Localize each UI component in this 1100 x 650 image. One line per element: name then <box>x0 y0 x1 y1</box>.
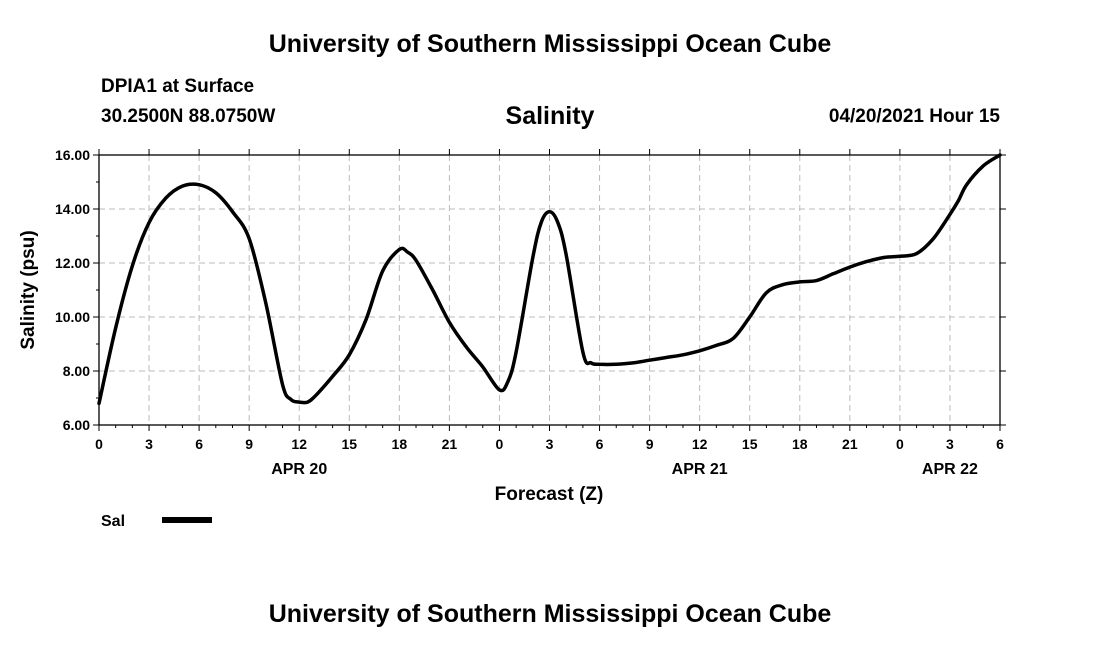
grid <box>99 155 1000 425</box>
y-tick-label: 12.00 <box>55 255 90 271</box>
x-tick-label: 3 <box>546 436 554 452</box>
x-tick-label: 3 <box>946 436 954 452</box>
y-tick-label: 10.00 <box>55 309 90 325</box>
x-tick-label: 0 <box>95 436 103 452</box>
station-label: DPIA1 at Surface <box>101 76 255 97</box>
date-label: APR 21 <box>672 461 728 478</box>
coordinates-label: 30.2500N 88.0750W <box>101 106 276 127</box>
x-tick-label: 0 <box>896 436 904 452</box>
bottom-title: University of Southern Mississippi Ocean… <box>268 600 832 628</box>
x-tick-label: 15 <box>742 436 758 452</box>
legend: Sal <box>101 513 212 530</box>
x-tick-label: 0 <box>496 436 504 452</box>
x-tick-label: 18 <box>792 436 808 452</box>
x-tick-label: 12 <box>692 436 708 452</box>
x-tick-label: 12 <box>291 436 307 452</box>
y-tick-label: 16.00 <box>55 147 90 163</box>
x-tick-label: 9 <box>245 436 253 452</box>
chart-title: Salinity <box>505 102 595 130</box>
x-tick-label: 21 <box>842 436 858 452</box>
date-label: APR 20 <box>271 461 327 478</box>
datetime-label: 04/20/2021 Hour 15 <box>828 106 1000 127</box>
y-axis-label: Salinity (psu) <box>18 230 39 349</box>
date-label: APR 22 <box>922 461 978 478</box>
x-tick-label: 6 <box>596 436 604 452</box>
axes: 6.00 8.00 10.00 12.00 14.00 16.00 0 3 6 9 12 15 18 21… <box>55 147 1006 478</box>
series-line-sal <box>97 153 1002 406</box>
top-title: University of Southern Mississippi Ocean… <box>268 30 832 58</box>
y-tick-label: 6.00 <box>63 417 90 433</box>
x-axis-label: Forecast (Z) <box>495 484 604 505</box>
x-tick-label: 3 <box>145 436 153 452</box>
y-tick-label: 14.00 <box>55 201 90 217</box>
x-tick-label: 21 <box>442 436 458 452</box>
x-tick-label: 18 <box>392 436 408 452</box>
x-tick-label: 9 <box>646 436 654 452</box>
legend-label-sal: Sal <box>101 513 125 530</box>
series-layer <box>97 153 1002 406</box>
x-tick-label: 15 <box>341 436 357 452</box>
x-tick-label: 6 <box>195 436 203 452</box>
x-tick-label: 6 <box>996 436 1004 452</box>
y-tick-label: 8.00 <box>63 363 90 379</box>
